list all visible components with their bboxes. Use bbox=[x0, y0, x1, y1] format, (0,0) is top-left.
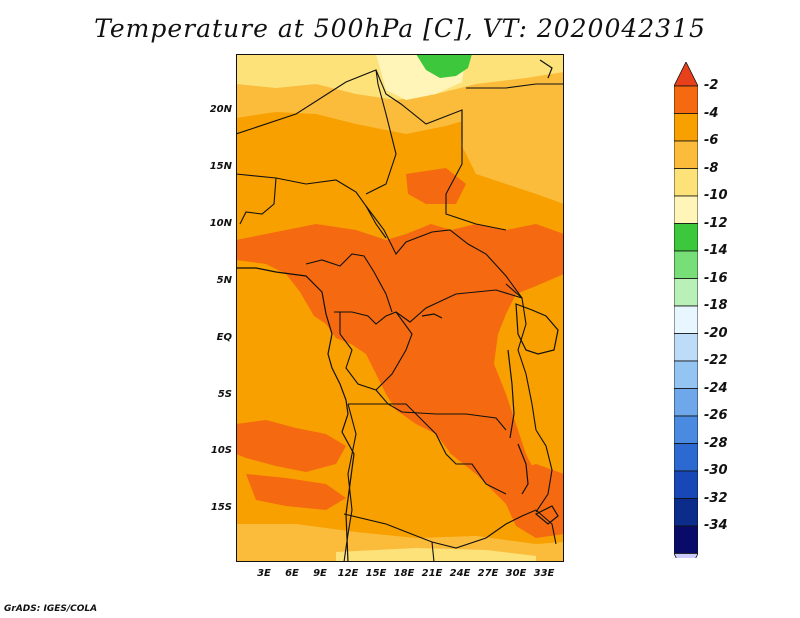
lon-label-24e: 24E bbox=[449, 568, 471, 579]
colorbar-swatch bbox=[674, 140, 698, 169]
colorbar-label: -12 bbox=[704, 215, 728, 231]
south-pale-band bbox=[336, 548, 536, 562]
colorbar-swatch bbox=[674, 333, 698, 362]
colorbar-label: -26 bbox=[704, 408, 728, 423]
colorbar-label: -22 bbox=[704, 353, 728, 368]
lat-label-5n: 5N bbox=[216, 275, 232, 286]
colorbar-swatch bbox=[674, 250, 698, 279]
west-warm-patch bbox=[236, 420, 346, 472]
colorbar-swatch bbox=[674, 360, 698, 389]
colorbar-label: -32 bbox=[704, 490, 728, 506]
colorbar-swatch bbox=[674, 168, 698, 197]
colorbar-label: -24 bbox=[704, 380, 728, 396]
lat-label-10n: 10N bbox=[209, 218, 232, 229]
lon-label-3e: 3E bbox=[257, 568, 271, 579]
colorbar-swatch bbox=[674, 195, 698, 224]
lat-label-15n: 15N bbox=[209, 161, 232, 172]
south-warm-patch bbox=[246, 474, 346, 510]
lon-label-12e: 12E bbox=[337, 568, 359, 579]
colorbar-label: -4 bbox=[704, 105, 719, 121]
colorbar-top-arrow bbox=[674, 62, 698, 87]
lon-label-30e: 30E bbox=[505, 568, 527, 579]
colorbar-swatch bbox=[674, 443, 698, 472]
lon-label-6e: 6E bbox=[285, 568, 299, 579]
colorbar-swatch bbox=[674, 85, 698, 114]
colorbar-label: -2 bbox=[704, 78, 719, 93]
colorbar-label: -18 bbox=[704, 298, 728, 313]
colorbar-swatch bbox=[674, 278, 698, 307]
colorbar-swatch bbox=[674, 498, 698, 527]
colorbar-label: -20 bbox=[704, 325, 728, 341]
colorbar bbox=[674, 62, 698, 558]
country-borders bbox=[236, 69, 564, 562]
colorbar-swatch bbox=[674, 113, 698, 142]
lat-label-20n: 20N bbox=[209, 104, 232, 115]
lon-label-33e: 33E bbox=[533, 568, 555, 579]
colorbar-swatch bbox=[674, 470, 698, 499]
central-inner-patch bbox=[406, 168, 466, 204]
lon-label-15e: 15E bbox=[365, 568, 387, 579]
lat-label-5s: 5S bbox=[217, 389, 232, 400]
lon-label-27e: 27E bbox=[477, 568, 499, 579]
lat-label-15s: 15S bbox=[210, 502, 232, 513]
colorbar-label: -8 bbox=[704, 160, 719, 176]
colorbar-label: -10 bbox=[704, 188, 728, 203]
chart-title: Temperature at 500hPa [C], VT: 202004231… bbox=[94, 14, 706, 43]
colorbar-swatch bbox=[674, 415, 698, 444]
lon-label-9e: 9E bbox=[313, 568, 327, 579]
colorbar-bottom-arrow bbox=[674, 553, 698, 558]
lat-label-eq: EQ bbox=[216, 332, 232, 343]
colorbar-label: -28 bbox=[704, 435, 728, 451]
lon-label-18e: 18E bbox=[393, 568, 415, 579]
colorbar-label: -16 bbox=[704, 270, 728, 286]
colorbar-label: -14 bbox=[704, 243, 728, 258]
colorbar-swatch bbox=[674, 525, 698, 554]
grads-credit: GrADS: IGES/COLA bbox=[4, 604, 98, 614]
coastlines bbox=[236, 59, 559, 562]
map-frame bbox=[236, 54, 564, 562]
colorbar-swatch bbox=[674, 223, 698, 252]
temperature-map bbox=[236, 54, 564, 562]
colorbar-label: -30 bbox=[704, 463, 728, 478]
colorbar-swatch bbox=[674, 305, 698, 334]
lat-label-10s: 10S bbox=[210, 445, 232, 456]
colorbar-label: -6 bbox=[704, 133, 719, 148]
central-warm-region bbox=[236, 224, 564, 524]
lon-label-21e: 21E bbox=[421, 568, 443, 579]
colorbar-swatch bbox=[674, 388, 698, 417]
colorbar-label: -34 bbox=[704, 518, 728, 533]
east-light-band bbox=[461, 84, 564, 204]
green-patch bbox=[416, 54, 472, 78]
